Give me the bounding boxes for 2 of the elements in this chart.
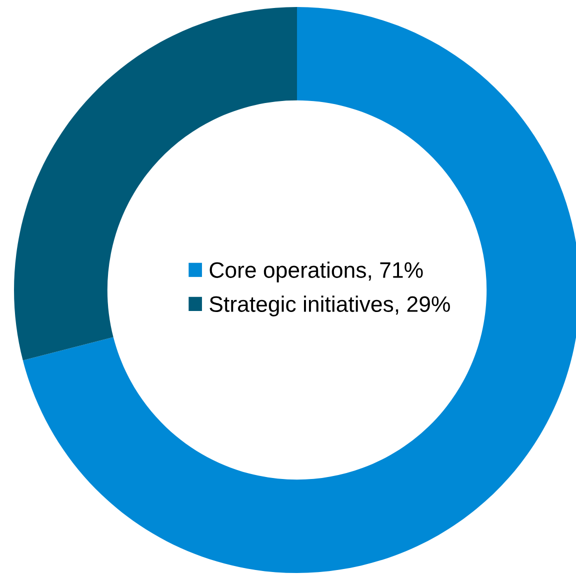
legend-label: Strategic initiatives, 29% — [210, 296, 450, 316]
legend-label: Core operations, 71% — [210, 262, 423, 282]
